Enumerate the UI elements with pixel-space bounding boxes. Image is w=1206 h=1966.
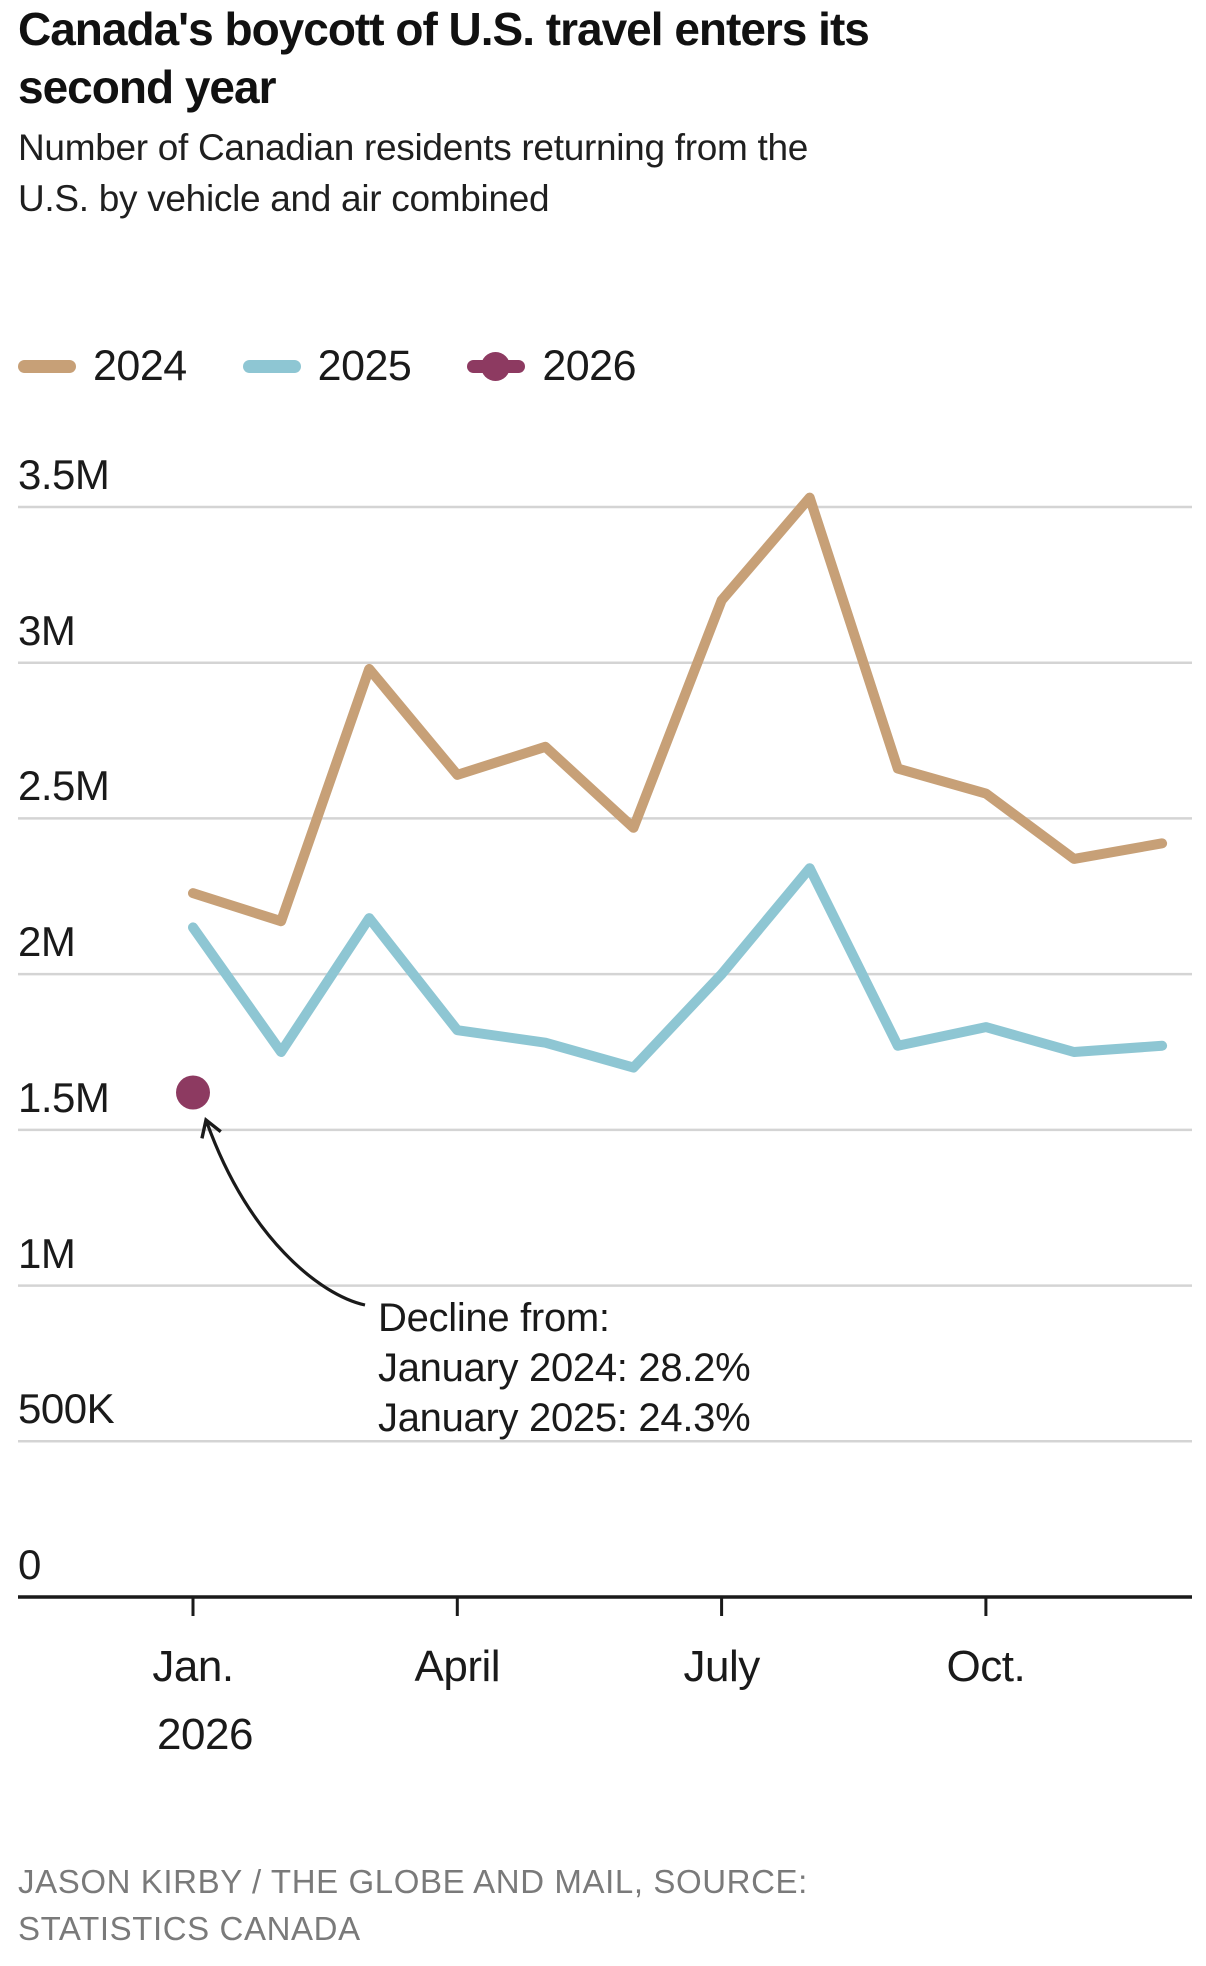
data-point-2026 (176, 1075, 210, 1110)
annotation-line2: January 2024: 28.2% (378, 1346, 751, 1390)
credit-line2: STATISTICS CANADA (18, 1910, 361, 1947)
legend-line-swatch-2024-icon (18, 360, 76, 373)
series-line-2024 (188, 492, 1168, 927)
chart-title-line2: second year (18, 61, 276, 113)
annotation-line1: Decline from: (378, 1296, 610, 1340)
source-credit: JASON KIRBY / THE GLOBE AND MAIL, SOURCE… (18, 1858, 808, 1952)
annotation-arrow-icon (200, 1116, 366, 1307)
chart-title-line1: Canada's boycott of U.S. travel enters i… (18, 3, 870, 55)
legend-item-2025: 2025 (242, 342, 412, 391)
chart-subtitle-line1: Number of Canadian residents returning f… (18, 127, 809, 168)
chart-subtitle: Number of Canadian residents returning f… (18, 122, 808, 224)
chart-title: Canada's boycott of U.S. travel enters i… (18, 0, 870, 116)
legend-item-2024: 2024 (18, 342, 187, 391)
legend-label-2024: 2024 (93, 342, 187, 390)
legend-label-2026: 2026 (542, 342, 637, 390)
legend-label-2025: 2025 (317, 342, 412, 390)
credit-line1: JASON KIRBY / THE GLOBE AND MAIL, SOURCE… (18, 1863, 808, 1900)
legend-item-2026: 2026 (467, 342, 637, 391)
legend-line-dot-swatch-2026-icon (467, 352, 526, 381)
chart-subtitle-line2: U.S. by vehicle and air combined (18, 178, 550, 219)
legend-dot-2026-icon (481, 352, 511, 381)
annotation-callout: Decline from: January 2024: 28.2% Januar… (378, 1293, 751, 1443)
series-line-2025 (188, 863, 1168, 1073)
annotation-line3: January 2025: 24.3% (378, 1396, 751, 1440)
legend-line-swatch-2025-icon (242, 360, 301, 373)
chart-legend: 2024 2025 2026 (18, 342, 637, 391)
